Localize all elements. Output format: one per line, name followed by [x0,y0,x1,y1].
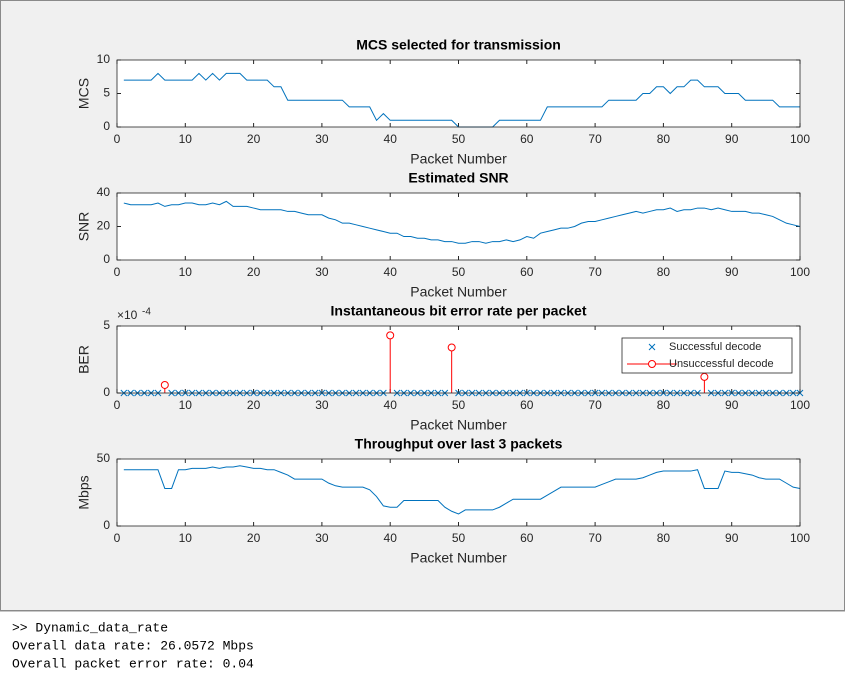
x-tick-label: 50 [452,531,466,545]
x-tick-label: 90 [725,265,739,279]
console-line: >> Dynamic_data_rate [12,620,168,635]
x-tick-label: 100 [790,265,810,279]
x-tick-label: 30 [315,531,329,545]
axes-frame [116,458,801,527]
x-tick-label: 10 [179,398,193,412]
stem [160,380,169,393]
x-tick-label: 0 [114,531,121,545]
x-tick-label: 100 [790,132,810,146]
data-line [123,465,801,515]
stem [700,372,709,393]
y-tick-label: 10 [97,52,111,66]
plot-area [117,193,800,260]
x-tick-label: 40 [384,531,398,545]
stem [447,343,456,393]
x-tick-label: 20 [247,398,261,412]
console-line: Overall packet error rate: 0.04 [12,656,254,671]
x-tick-label: 50 [452,132,466,146]
y-tick-label: 0 [103,252,110,266]
x-tick-label: 0 [114,265,121,279]
x-tick-label: 70 [588,132,602,146]
y-axis-label: MCS [76,78,92,109]
x-tick-label: 0 [114,132,121,146]
x-tick-label: 100 [790,398,810,412]
x-tick-label: 10 [179,132,193,146]
y-tick-label: 0 [103,119,110,133]
stem-marker [386,331,395,340]
axes-frame [116,325,801,394]
y-tick-label: 0 [103,385,110,399]
x-tick-label: 60 [520,265,534,279]
x-tick-label: 50 [452,398,466,412]
x-tick-label: 20 [247,531,261,545]
chart-title: Estimated SNR [408,170,508,186]
x-tick-label: 80 [657,132,671,146]
x-tick-label: 60 [520,531,534,545]
x-tick-label: 50 [452,265,466,279]
x-axis-label: Packet Number [410,151,507,167]
console-line: Overall data rate: 26.0572 Mbps [12,638,254,653]
x-tick-label: 90 [725,531,739,545]
x-tick-label: 80 [657,265,671,279]
y-tick-label: 5 [103,86,110,100]
x-tick-label: 10 [179,531,193,545]
x-tick-label: 30 [315,265,329,279]
x-tick-label: 60 [520,398,534,412]
y-axis-label: SNR [76,212,92,242]
stem-marker [160,380,169,389]
x-axis-label: Packet Number [410,284,507,300]
x-tick-label: 30 [315,132,329,146]
legend-symbol [648,360,656,368]
y-axis-label: BER [76,345,92,374]
data-line [123,200,801,244]
y-tick-label: 5 [103,318,110,332]
x-axis-label: Packet Number [410,550,507,566]
x-tick-label: 30 [315,398,329,412]
stem-marker [700,372,709,381]
x-tick-label: 90 [725,398,739,412]
x-tick-label: 90 [725,132,739,146]
axes-frame [116,192,801,261]
legend-label: Unsuccessful decode [669,358,774,370]
x-tick-label: 70 [588,398,602,412]
chart-title: Throughput over last 3 packets [355,436,563,452]
x-tick-label: 20 [247,132,261,146]
y-multiplier-exponent: -4 [142,307,151,318]
x-axis-label: Packet Number [410,417,507,433]
y-tick-label: 20 [97,219,111,233]
y-tick-label: 0 [103,518,110,532]
y-tick-label: 40 [97,185,111,199]
x-tick-label: 60 [520,132,534,146]
stem-marker [447,343,456,352]
x-tick-label: 40 [384,398,398,412]
plot-area [117,459,800,526]
x-tick-label: 0 [114,398,121,412]
y-axis-label: Mbps [76,475,92,509]
x-tick-label: 80 [657,398,671,412]
x-tick-label: 40 [384,132,398,146]
legend-symbol [648,343,656,351]
plot-area [117,60,800,127]
y-tick-label: 50 [97,451,111,465]
legend: Successful decode Unsuccessful decode [621,337,793,374]
x-tick-label: 70 [588,265,602,279]
x-tick-label: 40 [384,265,398,279]
x-tick-label: 100 [790,531,810,545]
y-multiplier: ×10 [117,308,138,322]
x-tick-label: 20 [247,265,261,279]
chart-title: Instantaneous bit error rate per packet [331,303,587,319]
x-tick-label: 80 [657,531,671,545]
legend-label: Successful decode [669,341,761,353]
x-tick-label: 10 [179,265,193,279]
stem [386,331,395,393]
axes-frame [116,59,801,128]
x-tick-label: 70 [588,531,602,545]
chart-title: MCS selected for transmission [356,37,561,53]
